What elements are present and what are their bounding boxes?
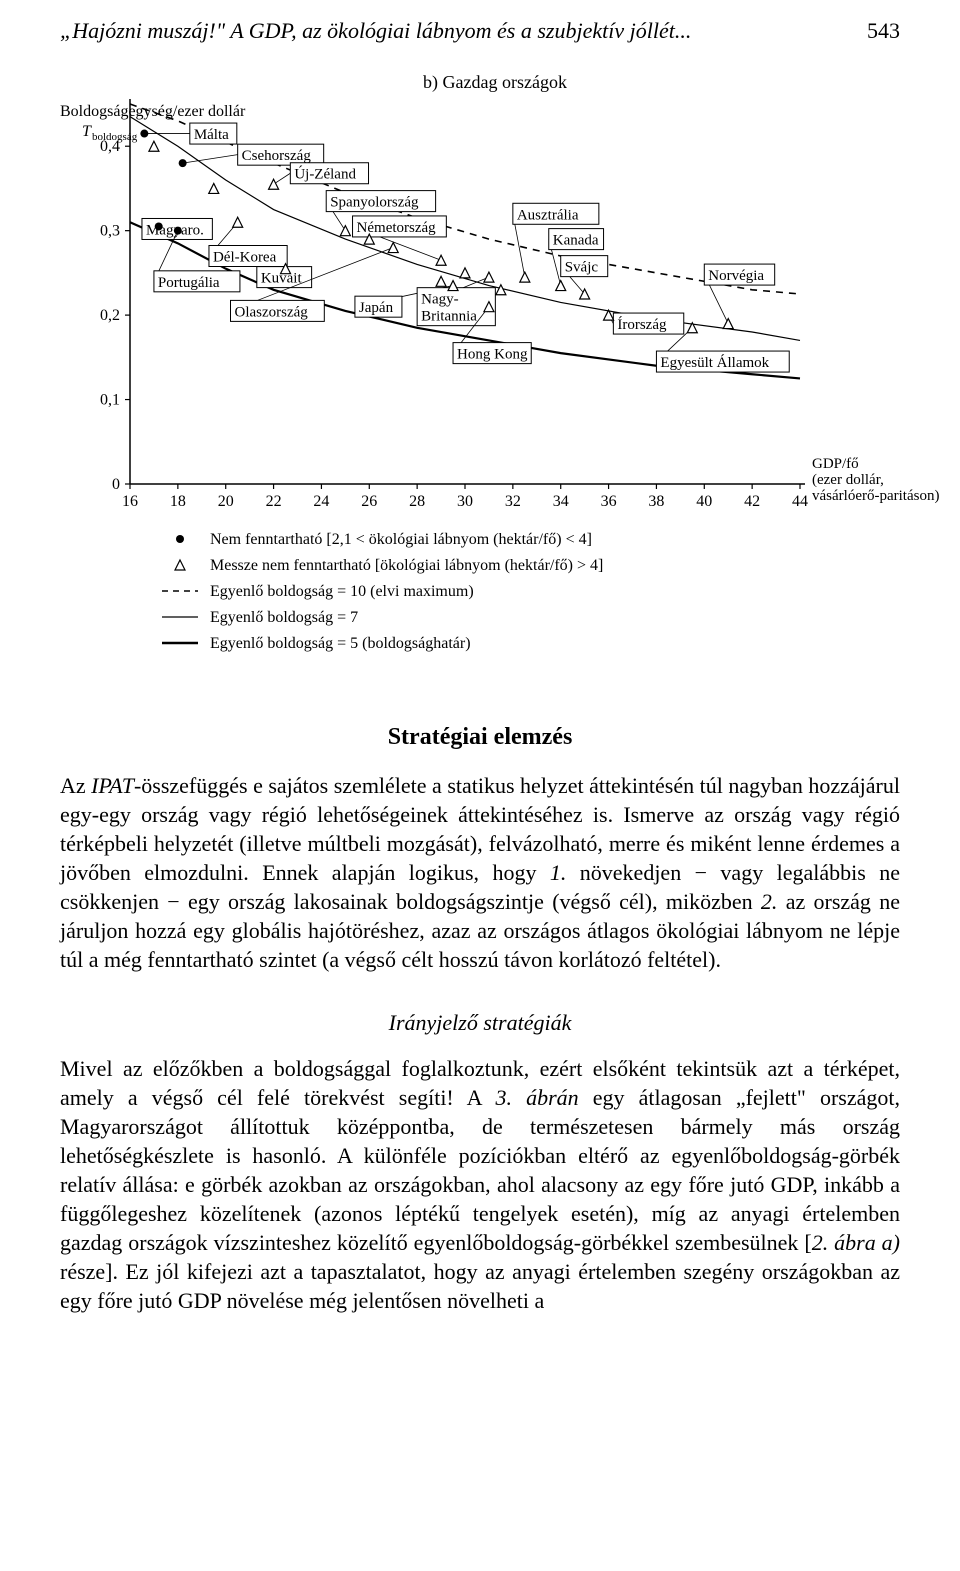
svg-text:b) Gazdag országok: b) Gazdag országok	[423, 72, 567, 93]
section-title-strategiai: Stratégiai elemzés	[60, 724, 900, 751]
svg-text:Egyenlő boldogság = 5 (boldogs: Egyenlő boldogság = 5 (boldogsághatár)	[210, 635, 471, 652]
svg-text:Írország: Írország	[617, 316, 667, 333]
svg-text:Egyesült Államok: Egyesült Államok	[660, 354, 769, 371]
scatter-chart: b) Gazdag országok Boldogságegység/ezer d…	[60, 64, 940, 684]
svg-text:Egyenlő boldogság = 10 (elvi m: Egyenlő boldogság = 10 (elvi maximum)	[210, 583, 474, 600]
svg-text:Új-Zéland: Új-Zéland	[294, 166, 356, 183]
svg-text:Olaszország: Olaszország	[235, 304, 309, 320]
svg-text:Kanada: Kanada	[553, 233, 599, 249]
svg-text:0,2: 0,2	[100, 307, 120, 324]
running-head: „Hajózni muszáj!" A GDP, az ökológiai lá…	[60, 0, 900, 54]
svg-text:Japán: Japán	[359, 300, 394, 316]
svg-text:T: T	[82, 123, 92, 140]
svg-text:Britannia: Britannia	[421, 309, 477, 325]
svg-text:44: 44	[792, 493, 808, 510]
svg-text:32: 32	[505, 493, 521, 510]
paragraph-iranyjelzo: Mivel az előzőkben a boldogsággal foglal…	[60, 1054, 900, 1315]
svg-text:36: 36	[601, 493, 617, 510]
svg-text:Egyenlő boldogság = 7: Egyenlő boldogság = 7	[210, 609, 358, 626]
svg-text:20: 20	[218, 493, 234, 510]
svg-text:18: 18	[170, 493, 186, 510]
svg-text:38: 38	[648, 493, 664, 510]
svg-text:GDP/fő: GDP/fő	[812, 456, 859, 472]
svg-text:Csehország: Csehország	[242, 148, 312, 164]
svg-text:Hong Kong: Hong Kong	[457, 347, 528, 363]
subsection-title-iranyjelzo: Irányjelző stratégiák	[60, 1010, 900, 1036]
svg-text:28: 28	[409, 493, 425, 510]
svg-text:Messze nem fenntartható [ökoló: Messze nem fenntartható [ökológiai lábny…	[210, 557, 603, 574]
svg-text:34: 34	[553, 493, 569, 510]
svg-text:Németország: Németország	[357, 220, 437, 236]
svg-text:24: 24	[313, 493, 329, 510]
svg-text:0,1: 0,1	[100, 392, 120, 409]
chart-container: b) Gazdag országok Boldogságegység/ezer d…	[60, 64, 940, 684]
svg-text:Nem fenntartható [2,1 < ökológ: Nem fenntartható [2,1 < ökológiai lábnyo…	[210, 531, 592, 548]
page-number: 543	[867, 18, 900, 44]
svg-text:40: 40	[696, 493, 712, 510]
svg-text:0,4: 0,4	[100, 138, 120, 155]
svg-text:(ezer dollár,: (ezer dollár,	[812, 472, 884, 488]
svg-text:0,3: 0,3	[100, 223, 120, 240]
svg-text:Svájc: Svájc	[565, 260, 599, 276]
svg-text:42: 42	[744, 493, 760, 510]
svg-text:30: 30	[457, 493, 473, 510]
svg-text:vásárlóerő-paritáson): vásárlóerő-paritáson)	[812, 488, 939, 504]
svg-text:Dél-Korea: Dél-Korea	[213, 250, 277, 266]
svg-text:Boldogságegység/ezer dollár: Boldogságegység/ezer dollár	[60, 103, 246, 120]
svg-text:26: 26	[361, 493, 377, 510]
svg-text:22: 22	[266, 493, 282, 510]
svg-text:Nagy-: Nagy-	[421, 292, 459, 308]
svg-text:Málta: Málta	[194, 127, 229, 143]
paragraph-strategiai: Az IPAT-összefüggés e sajátos szemlélete…	[60, 771, 900, 974]
svg-text:Ausztrália: Ausztrália	[517, 207, 579, 223]
svg-text:16: 16	[122, 493, 138, 510]
svg-text:0: 0	[112, 476, 120, 493]
svg-text:Portugália: Portugália	[158, 275, 220, 291]
svg-text:Norvégia: Norvégia	[708, 268, 764, 284]
svg-text:Spanyolország: Spanyolország	[330, 195, 419, 211]
running-title: „Hajózni muszáj!" A GDP, az ökológiai lá…	[60, 18, 691, 44]
